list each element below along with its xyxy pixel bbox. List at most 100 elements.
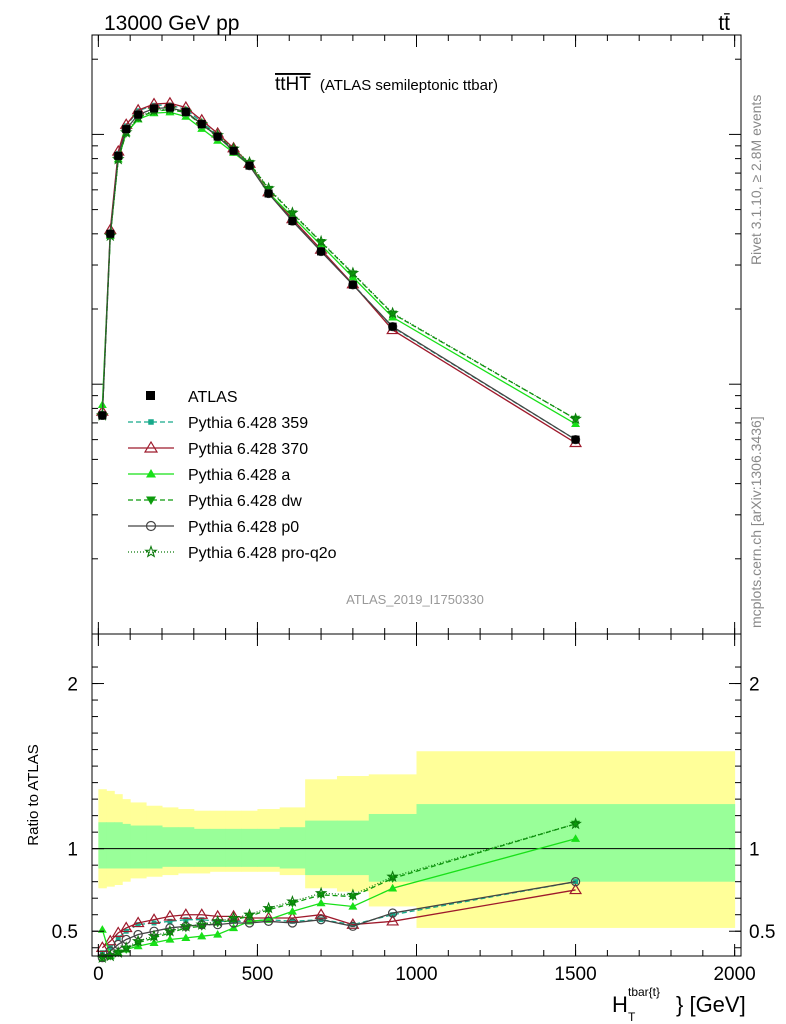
header-right: tt̄	[718, 12, 730, 35]
ratio-point	[287, 906, 297, 915]
legend-label: Pythia 6.428 dw	[188, 493, 302, 510]
main-point	[287, 210, 297, 218]
ratio-point	[135, 922, 141, 928]
main-point	[286, 206, 299, 219]
ratio-point	[119, 921, 133, 933]
ratio-point	[348, 901, 358, 910]
ratio-point	[104, 949, 117, 962]
ratio-point	[346, 888, 360, 901]
ratio-point	[213, 930, 223, 938]
x-tick-label: 1500	[554, 964, 596, 985]
ratio-point	[163, 909, 177, 921]
atlas-data-point	[197, 120, 206, 129]
ratio-point	[197, 931, 207, 940]
header-left: 13000 GeV pp	[104, 12, 239, 35]
band-inner-bin	[177, 827, 195, 867]
ratio-point	[286, 894, 299, 907]
ratio-point	[195, 908, 209, 919]
main-point	[121, 124, 131, 134]
atlas-data-point	[229, 146, 238, 155]
ratio-point	[388, 883, 398, 892]
main-point	[316, 238, 326, 247]
x-tick-label: 500	[242, 964, 274, 985]
ratio-point	[107, 945, 113, 951]
plot-title-main: ttHT	[275, 74, 311, 95]
main-point	[570, 434, 581, 445]
atlas-data-point	[264, 189, 273, 198]
analysis-watermark: ATLAS_2019_I1750330	[346, 592, 484, 607]
atlas-data-point	[98, 411, 107, 420]
atlas-data-point	[388, 322, 397, 331]
x-label-main: H	[612, 992, 628, 1017]
ratio-point	[181, 933, 191, 941]
ratio-y-tick-label-right: 2	[749, 675, 760, 696]
main-point	[113, 151, 123, 161]
main-point	[228, 146, 239, 156]
x-axis-label: H	[612, 992, 628, 1017]
band-inner-bin	[106, 822, 115, 869]
ratio-point	[569, 817, 582, 830]
ratio-point	[211, 914, 224, 927]
ratio-point	[165, 923, 175, 933]
atlas-data-point	[181, 107, 190, 116]
legend-marker	[146, 496, 156, 505]
ratio-point	[165, 934, 175, 943]
main-point	[348, 280, 358, 290]
atlas-data-point	[114, 151, 123, 160]
main-point	[263, 188, 274, 199]
main-series-line	[101, 102, 576, 444]
atlas-data-point	[348, 280, 357, 289]
ratio-y-label: Ratio to ATLAS	[25, 744, 42, 845]
legend-marker	[146, 469, 156, 478]
main-series-line	[101, 108, 576, 420]
atlas-data-point	[288, 217, 297, 226]
atlas-data-point	[134, 110, 143, 119]
ratio-point	[390, 912, 396, 918]
band-inner-bin	[161, 827, 179, 867]
legend-marker	[144, 544, 158, 558]
legend-label: Pythia 6.428 a	[188, 467, 290, 484]
ratio-point	[149, 926, 159, 936]
ratio-series-line	[102, 823, 576, 959]
atlas-data-point	[213, 132, 222, 141]
band-inner-bin	[368, 813, 417, 882]
ratio-axes: 0 500 1000 1500 2000 0.5 0.5 1 1 2 2	[52, 634, 775, 985]
ratio-point	[179, 919, 193, 932]
ratio-point	[167, 918, 173, 924]
band-inner-bin	[114, 822, 123, 869]
main-point	[244, 160, 255, 171]
x-tick-label: 0	[93, 964, 104, 985]
band-inner-bin	[130, 825, 147, 869]
ratio-point	[386, 870, 399, 882]
ratio-point	[111, 945, 125, 959]
plot-title-sub: (ATLAS semileptonic ttbar)	[320, 77, 498, 94]
band-inner-bin	[146, 825, 163, 869]
ratio-point	[147, 929, 161, 942]
ratio-y-tick-label: 1	[67, 840, 78, 861]
main-point	[314, 234, 328, 247]
ratio-uncertainty-band	[92, 751, 741, 928]
main-series-line	[101, 106, 576, 441]
ratio-point	[133, 929, 143, 940]
band-inner-bin	[257, 828, 281, 867]
band-inner-bin	[98, 822, 107, 869]
ratio-y-tick-label: 2	[67, 675, 78, 696]
rivet-label: Rivet 3.1.10, ≥ 2.8M events	[748, 95, 764, 265]
band-inner-bin	[305, 820, 338, 876]
atlas-data-point	[245, 161, 254, 170]
plot-title: ttHT (ATLAS semileptonic ttbar)	[275, 74, 498, 95]
ratio-series-line	[101, 881, 576, 959]
band-inner-bin	[279, 827, 306, 869]
ratio-point	[228, 918, 239, 928]
main-series-line	[101, 108, 576, 420]
atlas-data-point	[165, 103, 174, 112]
legend-marker	[143, 440, 159, 453]
atlas-data-point	[150, 104, 159, 113]
ratio-y-tick-label: 0.5	[52, 922, 78, 943]
ratio-point	[571, 834, 581, 842]
legend-atlas-marker	[146, 391, 155, 400]
ratio-y-tick-label-right: 0.5	[749, 922, 775, 943]
band-inner-bin	[225, 828, 243, 867]
ratio-point	[179, 908, 193, 919]
